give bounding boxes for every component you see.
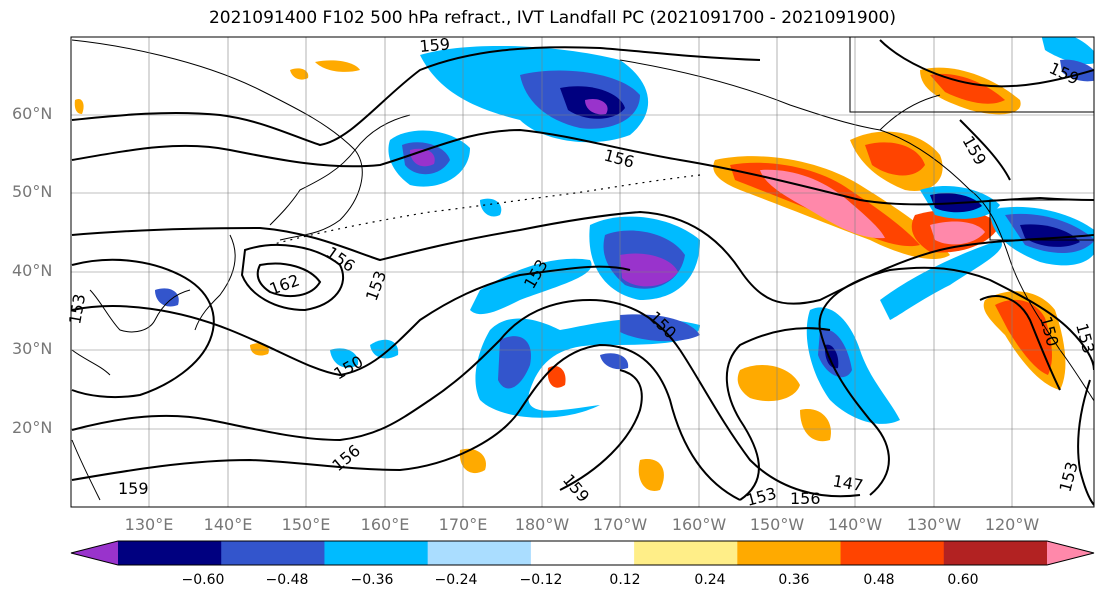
lon-label: 160°W: [671, 515, 727, 534]
lon-label: 180°W: [514, 515, 570, 534]
colorbar: [70, 540, 1095, 566]
colorbar-segment: [737, 541, 842, 565]
contour-label: 159: [419, 34, 451, 56]
lon-label: 150°W: [749, 515, 805, 534]
colorbar-segment: [943, 541, 1048, 565]
colorbar-segment: [427, 541, 532, 565]
contour-label: 156: [790, 489, 821, 508]
colorbar-segment: [324, 541, 429, 565]
map-frame: [70, 36, 1095, 508]
lon-label: 140°E: [203, 515, 253, 534]
lat-label: 50°N: [12, 182, 53, 201]
lon-label: 130°E: [124, 515, 174, 534]
colorbar-segment: [221, 541, 325, 565]
lon-label: 150°E: [281, 515, 331, 534]
colorbar-tick-label: −0.24: [434, 572, 478, 588]
lat-label: 30°N: [12, 339, 53, 358]
colorbar-tick-label: −0.60: [181, 572, 225, 588]
height-contours: [71, 39, 1094, 506]
lon-label: 130°W: [906, 515, 962, 534]
lon-label: 170°E: [438, 515, 488, 534]
colorbar-tick-label: 0.48: [863, 572, 895, 588]
lon-label: 140°W: [827, 515, 883, 534]
colorbar-tick-label: 0.12: [609, 572, 641, 588]
colorbar-tick-label: 0.24: [694, 572, 726, 588]
lon-label: 120°W: [984, 515, 1040, 534]
colorbar-segment: [1047, 541, 1094, 565]
colorbar-tick-label: −0.48: [265, 572, 309, 588]
inset-box: [849, 37, 1094, 113]
colorbar-segment: [840, 541, 945, 565]
colorbar-tick-label: −0.36: [350, 572, 394, 588]
colorbar-segment: [71, 541, 118, 565]
inset-box: [989, 199, 1094, 241]
lat-label: 60°N: [12, 104, 53, 123]
lat-label: 40°N: [12, 261, 53, 280]
colorbar-tick-label: 0.36: [778, 572, 810, 588]
colorbar-tick-label: −0.12: [519, 572, 563, 588]
coastlines: [71, 39, 1094, 501]
lat-label: 20°N: [12, 418, 53, 437]
lon-label: 160°E: [360, 515, 410, 534]
colorbar-segment: [530, 541, 635, 565]
lon-label: 170°W: [592, 515, 648, 534]
gridlines: [71, 37, 1094, 507]
dateline-boundary: [269, 174, 701, 246]
colorbar-segment: [118, 541, 222, 565]
colorbar-outline: [70, 540, 1095, 566]
map-title: 2021091400 F102 500 hPa refract., IVT La…: [208, 8, 896, 28]
map-plot: 159 156 159 159 153 156 162 153 153 150 …: [65, 34, 1098, 509]
colorbar-segment: [634, 541, 738, 565]
contour-label: 159: [118, 479, 149, 498]
colorbar-tick-label: 0.60: [947, 572, 979, 588]
